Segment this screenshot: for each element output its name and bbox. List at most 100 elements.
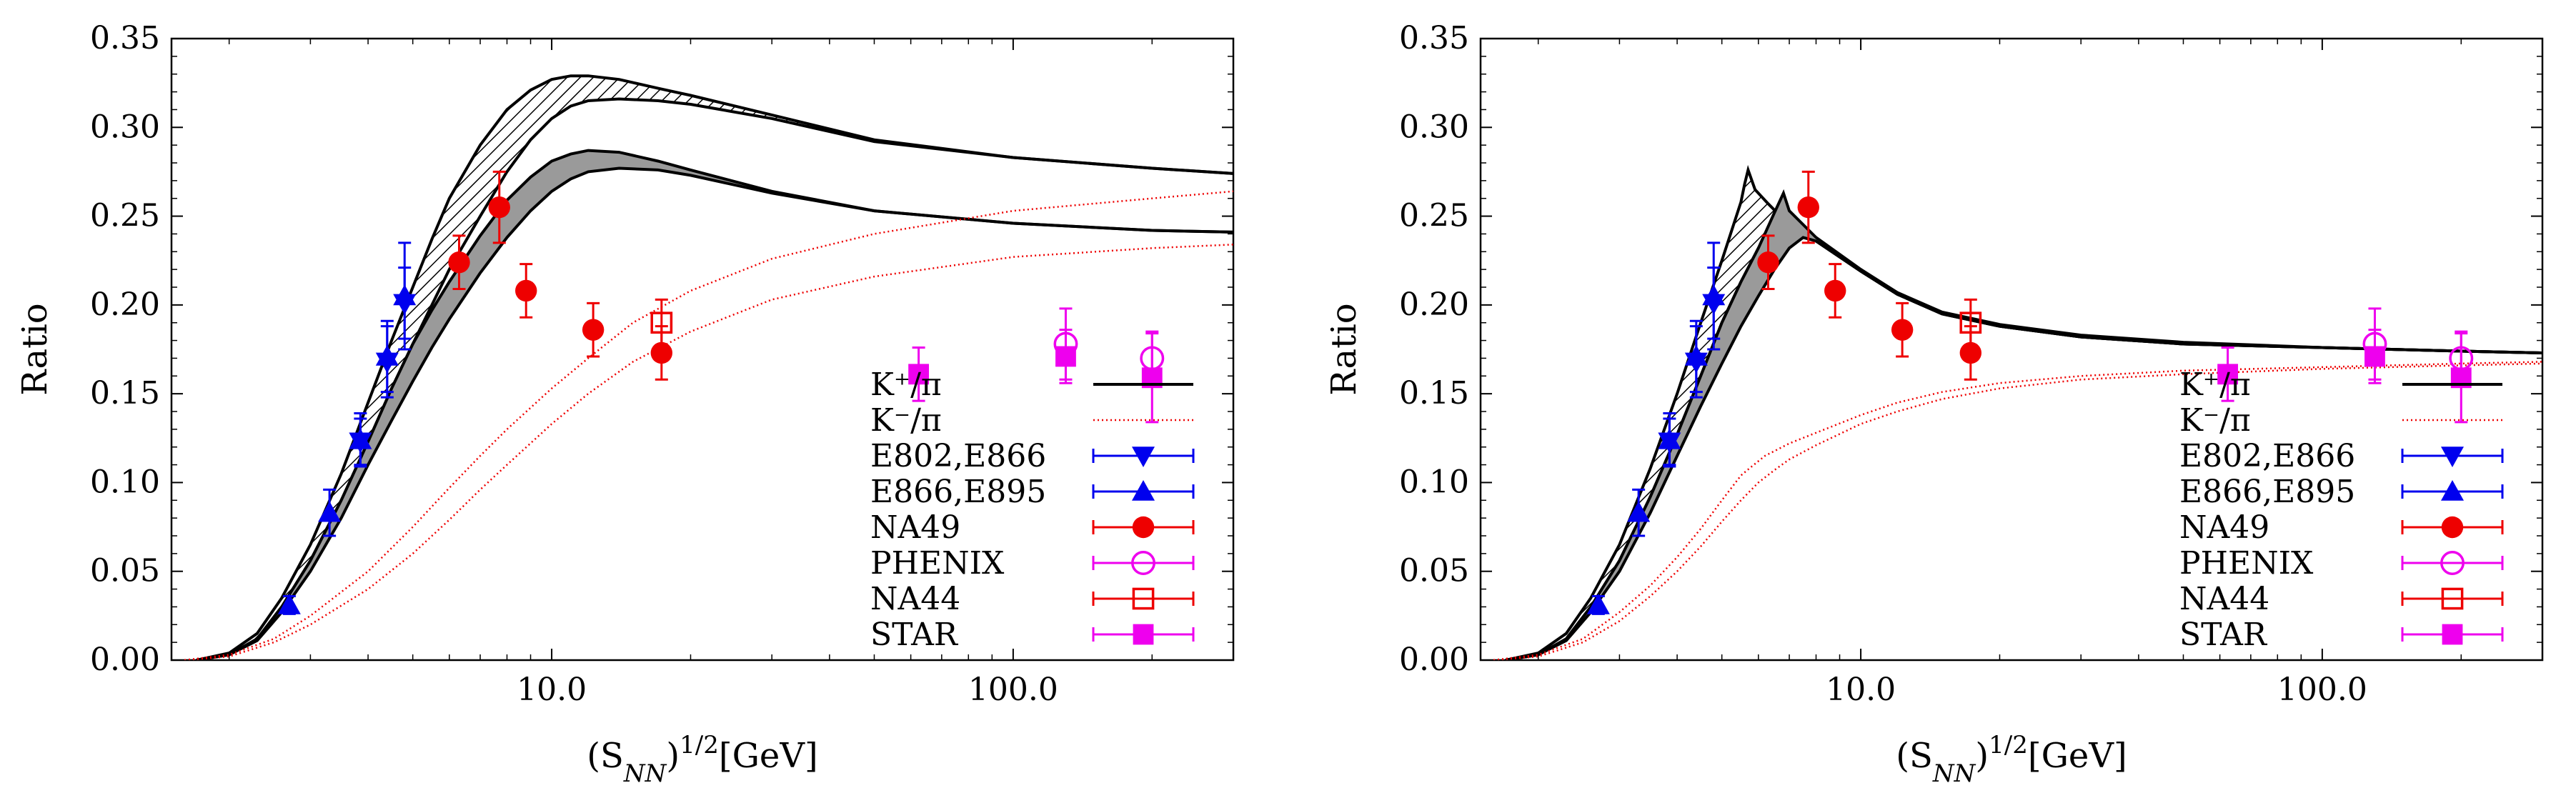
x-axis-title-part: 1/2 — [1989, 731, 2028, 759]
y-tick-label: 0.20 — [1399, 286, 1469, 323]
x-axis-title-part: NN — [1932, 759, 1976, 788]
legend-label: NA49 — [870, 509, 960, 546]
data-point-e866-e895 — [318, 501, 342, 522]
data-point-e866-e895 — [1702, 284, 1726, 306]
left-chart-panel: 0.00 0.05 0.10 0.15 0.20 0.25 0.30 0.35 10.0 100.… — [15, 20, 1235, 788]
k-minus-dotted-line — [184, 190, 1233, 660]
y-axis-title: Ratio — [1324, 303, 1364, 395]
x-axis-title-part: NN — [623, 759, 667, 788]
legend-marker — [2440, 551, 2465, 575]
data-point-na49 — [515, 279, 537, 302]
data-point-na49 — [1824, 279, 1846, 302]
legend-marker — [2441, 587, 2464, 610]
x-tick-label: 100.0 — [968, 672, 1058, 708]
data-point-star — [908, 364, 930, 385]
data-point-star — [2364, 346, 2385, 367]
x-tick-label: 10.0 — [1826, 672, 1896, 708]
y-axis-title: Ratio — [15, 303, 55, 395]
k-plus-gray-band — [1506, 193, 2542, 660]
data-point-e866-e895 — [1684, 344, 1708, 366]
data-point-e866-e895 — [1627, 501, 1651, 522]
legend-marker — [1133, 624, 1154, 645]
data-point-na49 — [448, 251, 470, 274]
plot-area — [1493, 164, 2542, 660]
k-plus-band-upper-line — [1505, 164, 2542, 660]
data-point-star — [1055, 346, 1076, 367]
legend-label: PHENIX — [2179, 545, 2314, 582]
legend-label: STAR — [2179, 617, 2268, 653]
y-tick-label: 0.05 — [1399, 553, 1469, 589]
plot-frame — [170, 37, 1235, 662]
y-tick-label: 0.20 — [90, 286, 160, 323]
legend-marker — [2441, 480, 2464, 501]
x-tick-label: 100.0 — [2277, 672, 2367, 708]
legend-label: NA49 — [2179, 509, 2269, 546]
k-plus-band-lower-line — [196, 97, 1233, 660]
k-plus-gray-band — [197, 150, 1233, 660]
y-tick-label: 0.35 — [1399, 20, 1469, 56]
data-point-na49 — [1797, 196, 1819, 219]
data-point-e866-e895 — [277, 593, 301, 614]
x-axis-title-part: ) — [666, 736, 680, 776]
y-tick-label: 0.15 — [1399, 375, 1469, 412]
legend-marker — [1132, 480, 1155, 501]
legend-label: PHENIX — [870, 545, 1005, 582]
y-tick-label: 0.30 — [90, 109, 160, 145]
x-axis-title: (SNN)1/2[GeV] — [587, 731, 817, 788]
y-tick-label: 0.35 — [90, 20, 160, 56]
legend-label: K⁻/π — [2179, 402, 2251, 439]
k-plus-band-lower-line — [196, 166, 1233, 660]
data-point-star — [2217, 364, 2239, 385]
x-axis-title-part: ) — [1975, 736, 1989, 776]
x-tick-label: 10.0 — [517, 672, 587, 708]
y-tick-label: 0.25 — [90, 198, 160, 234]
y-tick-label: 0.00 — [90, 642, 160, 678]
legend-marker — [1131, 551, 1155, 575]
data-point-e866-e895 — [1586, 593, 1610, 614]
k-plus-hatched-band — [1506, 169, 2542, 660]
legend-marker — [1132, 516, 1155, 539]
data-point-na44 — [650, 311, 673, 334]
k-plus-hatched-band — [197, 76, 1233, 660]
legend-label: K⁻/π — [870, 402, 942, 439]
data-point-na44 — [1959, 311, 1982, 334]
data-point-na49 — [1891, 319, 1914, 341]
data-point-na49 — [1959, 341, 1982, 364]
x-axis-title: (SNN)1/2[GeV] — [1896, 731, 2127, 788]
y-tick-label: 0.30 — [1399, 109, 1469, 145]
y-tick-label: 0.00 — [1399, 642, 1469, 678]
plot-area — [184, 74, 1233, 660]
legend-label: E802,E866 — [2179, 438, 2355, 474]
data-point-na49 — [582, 319, 605, 341]
data-point-na49 — [1757, 251, 1779, 274]
data-point-e866-e895 — [375, 344, 399, 366]
data-point-na49 — [488, 196, 510, 219]
x-axis-title-part: (S — [587, 736, 624, 776]
data-point-e866-e895 — [393, 284, 417, 306]
legend-label: K⁺/π — [870, 366, 942, 403]
legend-marker — [1132, 447, 1155, 467]
y-tick-label: 0.25 — [1399, 198, 1469, 234]
k-plus-band-upper-line — [1505, 189, 2542, 660]
legend-marker — [2441, 447, 2464, 467]
y-tick-label: 0.15 — [90, 375, 160, 412]
right-chart-panel: 0.00 0.05 0.10 0.15 0.20 0.25 0.30 0.35 10.0 100.… — [1324, 20, 2544, 788]
y-tick-label: 0.10 — [1399, 464, 1469, 500]
x-axis-title-part: (S — [1896, 736, 1933, 776]
y-tick-label: 0.10 — [90, 464, 160, 500]
data-point-e866-e895 — [349, 428, 372, 449]
data-point-na49 — [650, 341, 673, 364]
legend-label: NA44 — [870, 581, 960, 617]
k-minus-dotted-line — [1493, 362, 2542, 660]
k-minus-dotted-line — [184, 244, 1233, 660]
x-axis-title-part: [GeV] — [719, 736, 818, 776]
legend-marker — [2442, 624, 2463, 645]
legend-marker — [1132, 587, 1155, 610]
x-axis-title-part: [GeV] — [2028, 736, 2127, 776]
plot-frame — [1479, 37, 2544, 662]
x-axis-title-part: 1/2 — [680, 731, 719, 759]
k-plus-band-lower-line — [1505, 236, 2542, 660]
legend-label: E802,E866 — [870, 438, 1046, 474]
legend-marker — [2441, 516, 2464, 539]
